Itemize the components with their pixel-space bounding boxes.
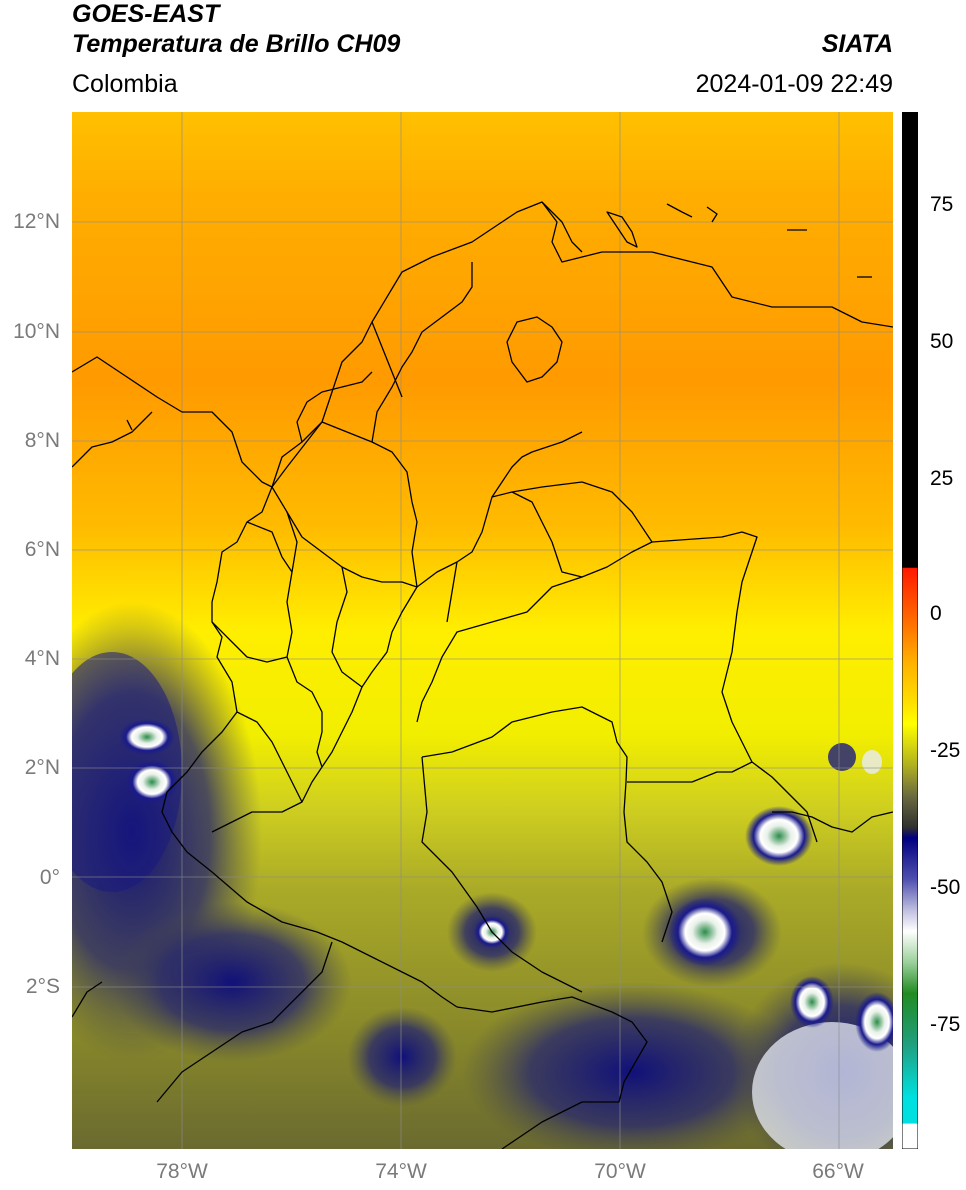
agency-label: SIATA <box>821 30 893 58</box>
colorbar-tick-25: 25 <box>930 467 954 490</box>
datetime-label: 2024-01-09 22:49 <box>695 70 893 98</box>
lat-label-12n: 12°N <box>13 210 60 233</box>
lat-label-10n: 10°N <box>13 320 60 343</box>
brightness-temperature-map <box>72 112 893 1149</box>
colorbar-tick-0: 0 <box>930 602 942 625</box>
lat-label-2s: 2°S <box>25 975 60 998</box>
lon-label-78w: 78°W <box>156 1160 208 1183</box>
lat-label-8n: 8°N <box>24 429 60 452</box>
satellite-title: GOES-EAST <box>72 0 220 28</box>
colorbar-tick-minus25: -25 <box>930 739 961 762</box>
temperature-colorbar <box>902 112 918 1149</box>
colorbar-tick-75: 75 <box>930 193 954 216</box>
colorbar-tick-minus50: -50 <box>930 876 961 899</box>
lon-label-66w: 66°W <box>812 1160 864 1183</box>
lat-label-6n: 6°N <box>24 538 60 561</box>
colorbar-tick-minus75: -75 <box>930 1013 961 1036</box>
lon-label-74w: 74°W <box>375 1160 427 1183</box>
lon-label-70w: 70°W <box>594 1160 646 1183</box>
lat-label-0: 0° <box>39 866 60 889</box>
product-title: Temperatura de Brillo CH09 <box>72 30 401 58</box>
region-label: Colombia <box>72 70 178 98</box>
lat-label-2n: 2°N <box>24 756 60 779</box>
colorbar-tick-50: 50 <box>930 330 954 353</box>
lat-label-4n: 4°N <box>24 647 60 670</box>
